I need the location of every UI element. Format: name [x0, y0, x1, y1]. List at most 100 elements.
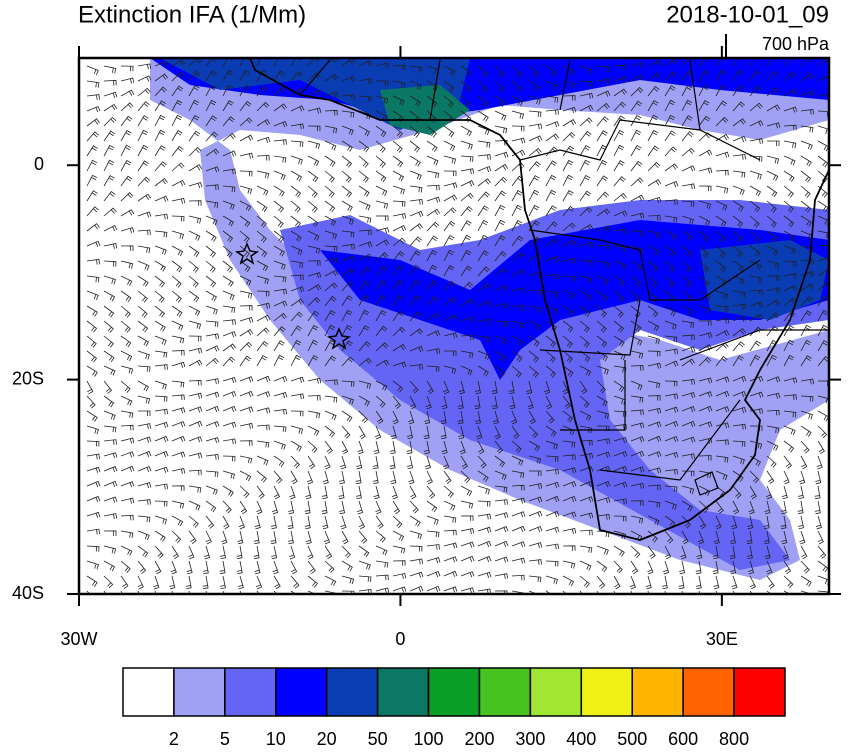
wind-barb — [765, 485, 773, 500]
wind-barb — [647, 100, 659, 112]
wind-barb — [596, 395, 608, 407]
wind-barb — [120, 102, 134, 112]
wind-barb — [86, 425, 99, 435]
wind-barb — [256, 170, 270, 179]
wind-barb — [374, 425, 382, 440]
wind-barb — [732, 154, 746, 160]
wind-barb — [188, 420, 203, 428]
wind-barb — [103, 130, 116, 142]
wind-barb — [712, 560, 719, 575]
wind-barb — [715, 439, 729, 446]
wind-barb — [544, 380, 551, 395]
wind-barb — [358, 229, 372, 236]
wind-barb — [460, 365, 473, 376]
wind-barb — [647, 500, 661, 508]
wind-barb — [715, 84, 727, 97]
wind-barb — [698, 305, 712, 314]
wind-barb — [562, 65, 575, 76]
wind-barb — [817, 425, 828, 439]
wind-barb — [528, 350, 539, 363]
wind-barb — [307, 455, 316, 470]
wind-barb — [103, 207, 117, 217]
wind-barb — [273, 575, 281, 590]
wind-barb — [749, 301, 764, 308]
wind-barb — [494, 219, 506, 232]
wind-barb — [120, 497, 135, 504]
wind-barb — [154, 395, 168, 402]
wind-barb — [460, 234, 472, 247]
wind-barb — [103, 159, 115, 172]
wind-barb — [222, 230, 234, 243]
wind-barb — [321, 500, 328, 515]
wind-barb — [154, 364, 168, 370]
wind-barb — [732, 406, 747, 414]
wind-barb — [681, 358, 696, 367]
wind-barb — [239, 455, 253, 464]
wind-barb — [273, 86, 286, 97]
wind-barb — [103, 496, 118, 503]
wind-barb — [747, 560, 755, 575]
wind-barb — [375, 325, 388, 337]
wind-barb — [341, 440, 349, 455]
wind-barb — [86, 94, 100, 100]
wind-barb — [171, 361, 186, 368]
wind-barb — [341, 295, 353, 307]
wind-barb — [409, 530, 423, 540]
coastline — [249, 58, 829, 541]
wind-barb — [239, 290, 253, 299]
wind-barb — [392, 200, 406, 207]
wind-barb — [800, 575, 812, 587]
wind-barb — [545, 543, 560, 550]
wind-barb — [120, 530, 134, 539]
wind-barb — [239, 376, 254, 383]
wind-barb — [86, 145, 98, 157]
wind-barb — [324, 324, 336, 337]
wind-barb — [443, 220, 456, 232]
wind-barb — [732, 200, 744, 212]
wind-barb — [562, 190, 574, 202]
wind-barb — [222, 200, 235, 210]
wind-barb — [766, 140, 780, 147]
wind-barb — [392, 155, 404, 168]
wind-barb — [290, 140, 304, 148]
wind-barb — [545, 255, 560, 262]
wind-barb — [392, 326, 406, 337]
wind-barb — [222, 376, 237, 384]
wind-barb — [460, 95, 471, 108]
wind-barb — [681, 334, 695, 341]
wind-barb — [440, 425, 447, 440]
wind-barb — [188, 99, 200, 112]
wind-barb — [781, 485, 788, 500]
wind-barb — [511, 484, 525, 491]
wind-barb — [188, 182, 203, 189]
wind-barb — [239, 406, 254, 413]
wind-barb — [579, 410, 592, 421]
wind-barb — [203, 545, 211, 560]
wind-barb — [749, 120, 764, 127]
wind-barb — [154, 335, 167, 346]
wind-barb — [562, 395, 571, 409]
wind-barb — [494, 250, 507, 262]
wind-barb — [137, 423, 152, 430]
wind-barb — [579, 190, 592, 202]
wind-barb — [392, 361, 407, 368]
wind-barb — [103, 224, 118, 232]
wind-barb — [715, 355, 728, 367]
wind-barb — [647, 196, 662, 203]
wind-barb — [137, 450, 152, 458]
wind-barb — [171, 394, 185, 401]
wind-barb — [222, 215, 234, 227]
wind-barb — [579, 224, 594, 232]
wind-barb — [290, 245, 303, 256]
wind-barb — [375, 410, 384, 425]
wind-barb — [188, 515, 199, 528]
wind-barb — [426, 296, 439, 307]
wind-barb — [494, 556, 509, 563]
wind-barb — [800, 215, 812, 227]
wind-barb — [817, 560, 829, 573]
wind-barb — [239, 390, 254, 398]
wind-barb — [392, 380, 404, 393]
wind-barb — [630, 177, 644, 187]
wind-barb — [305, 530, 312, 545]
wind-barb — [477, 110, 489, 122]
